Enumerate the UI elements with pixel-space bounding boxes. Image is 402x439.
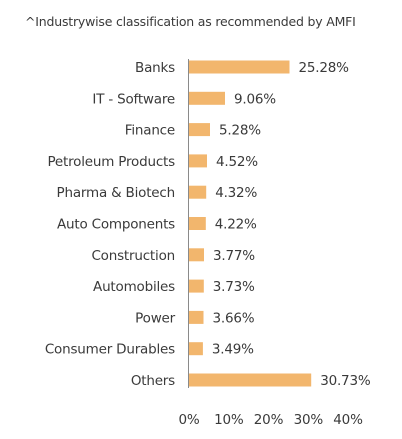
- bar-3: [189, 154, 207, 168]
- category-label: Others: [131, 373, 175, 389]
- category-label: Consumer Durables: [45, 342, 175, 358]
- bars-group: [189, 60, 312, 387]
- category-label: Banks: [135, 60, 175, 76]
- bar-6: [189, 248, 204, 262]
- bar-8: [189, 310, 204, 324]
- bar-4: [189, 185, 207, 199]
- value-label: 30.73%: [320, 373, 371, 389]
- value-label: 3.73%: [213, 279, 255, 295]
- category-label: Petroleum Products: [47, 154, 175, 170]
- category-label: Pharma & Biotech: [57, 185, 175, 201]
- bar-10: [189, 373, 312, 387]
- category-label: Automobiles: [93, 279, 175, 295]
- bar-9: [189, 342, 203, 356]
- value-label: 3.66%: [213, 310, 255, 326]
- value-label: 3.77%: [213, 248, 255, 264]
- x-tick-labels-group: 0% 10% 20% 30% 40%: [178, 412, 363, 428]
- bar-1: [189, 91, 225, 105]
- x-tick-label: 30%: [294, 412, 324, 428]
- value-label: 9.06%: [234, 91, 276, 107]
- category-labels-group: Banks IT - Software Finance Petroleum Produ…: [45, 60, 176, 389]
- category-label: IT - Software: [92, 91, 175, 107]
- category-label: Construction: [91, 248, 175, 264]
- value-label: 4.32%: [215, 185, 257, 201]
- bar-5: [189, 217, 206, 230]
- bar-0: [189, 60, 290, 74]
- value-label: 4.22%: [215, 217, 257, 233]
- bar-2: [189, 123, 210, 137]
- value-labels-group: 25.28% 9.06% 5.28% 4.52% 4.32% 4.22% 3.77% 3.73…: [212, 60, 371, 389]
- value-label: 5.28%: [219, 123, 261, 139]
- footnote-text: ^Industrywise classification as recommen…: [25, 14, 356, 29]
- x-tick-label: 10%: [214, 412, 244, 428]
- x-tick-label: 0%: [178, 412, 199, 428]
- value-label: 3.49%: [212, 342, 254, 358]
- category-label: Auto Components: [57, 217, 175, 233]
- x-tick-label: 20%: [254, 412, 284, 428]
- bar-7: [189, 279, 204, 293]
- x-tick-label: 40%: [333, 412, 363, 428]
- value-label: 4.52%: [216, 154, 258, 170]
- category-label: Finance: [125, 123, 175, 139]
- value-label: 25.28%: [299, 60, 350, 76]
- category-label: Power: [135, 310, 175, 326]
